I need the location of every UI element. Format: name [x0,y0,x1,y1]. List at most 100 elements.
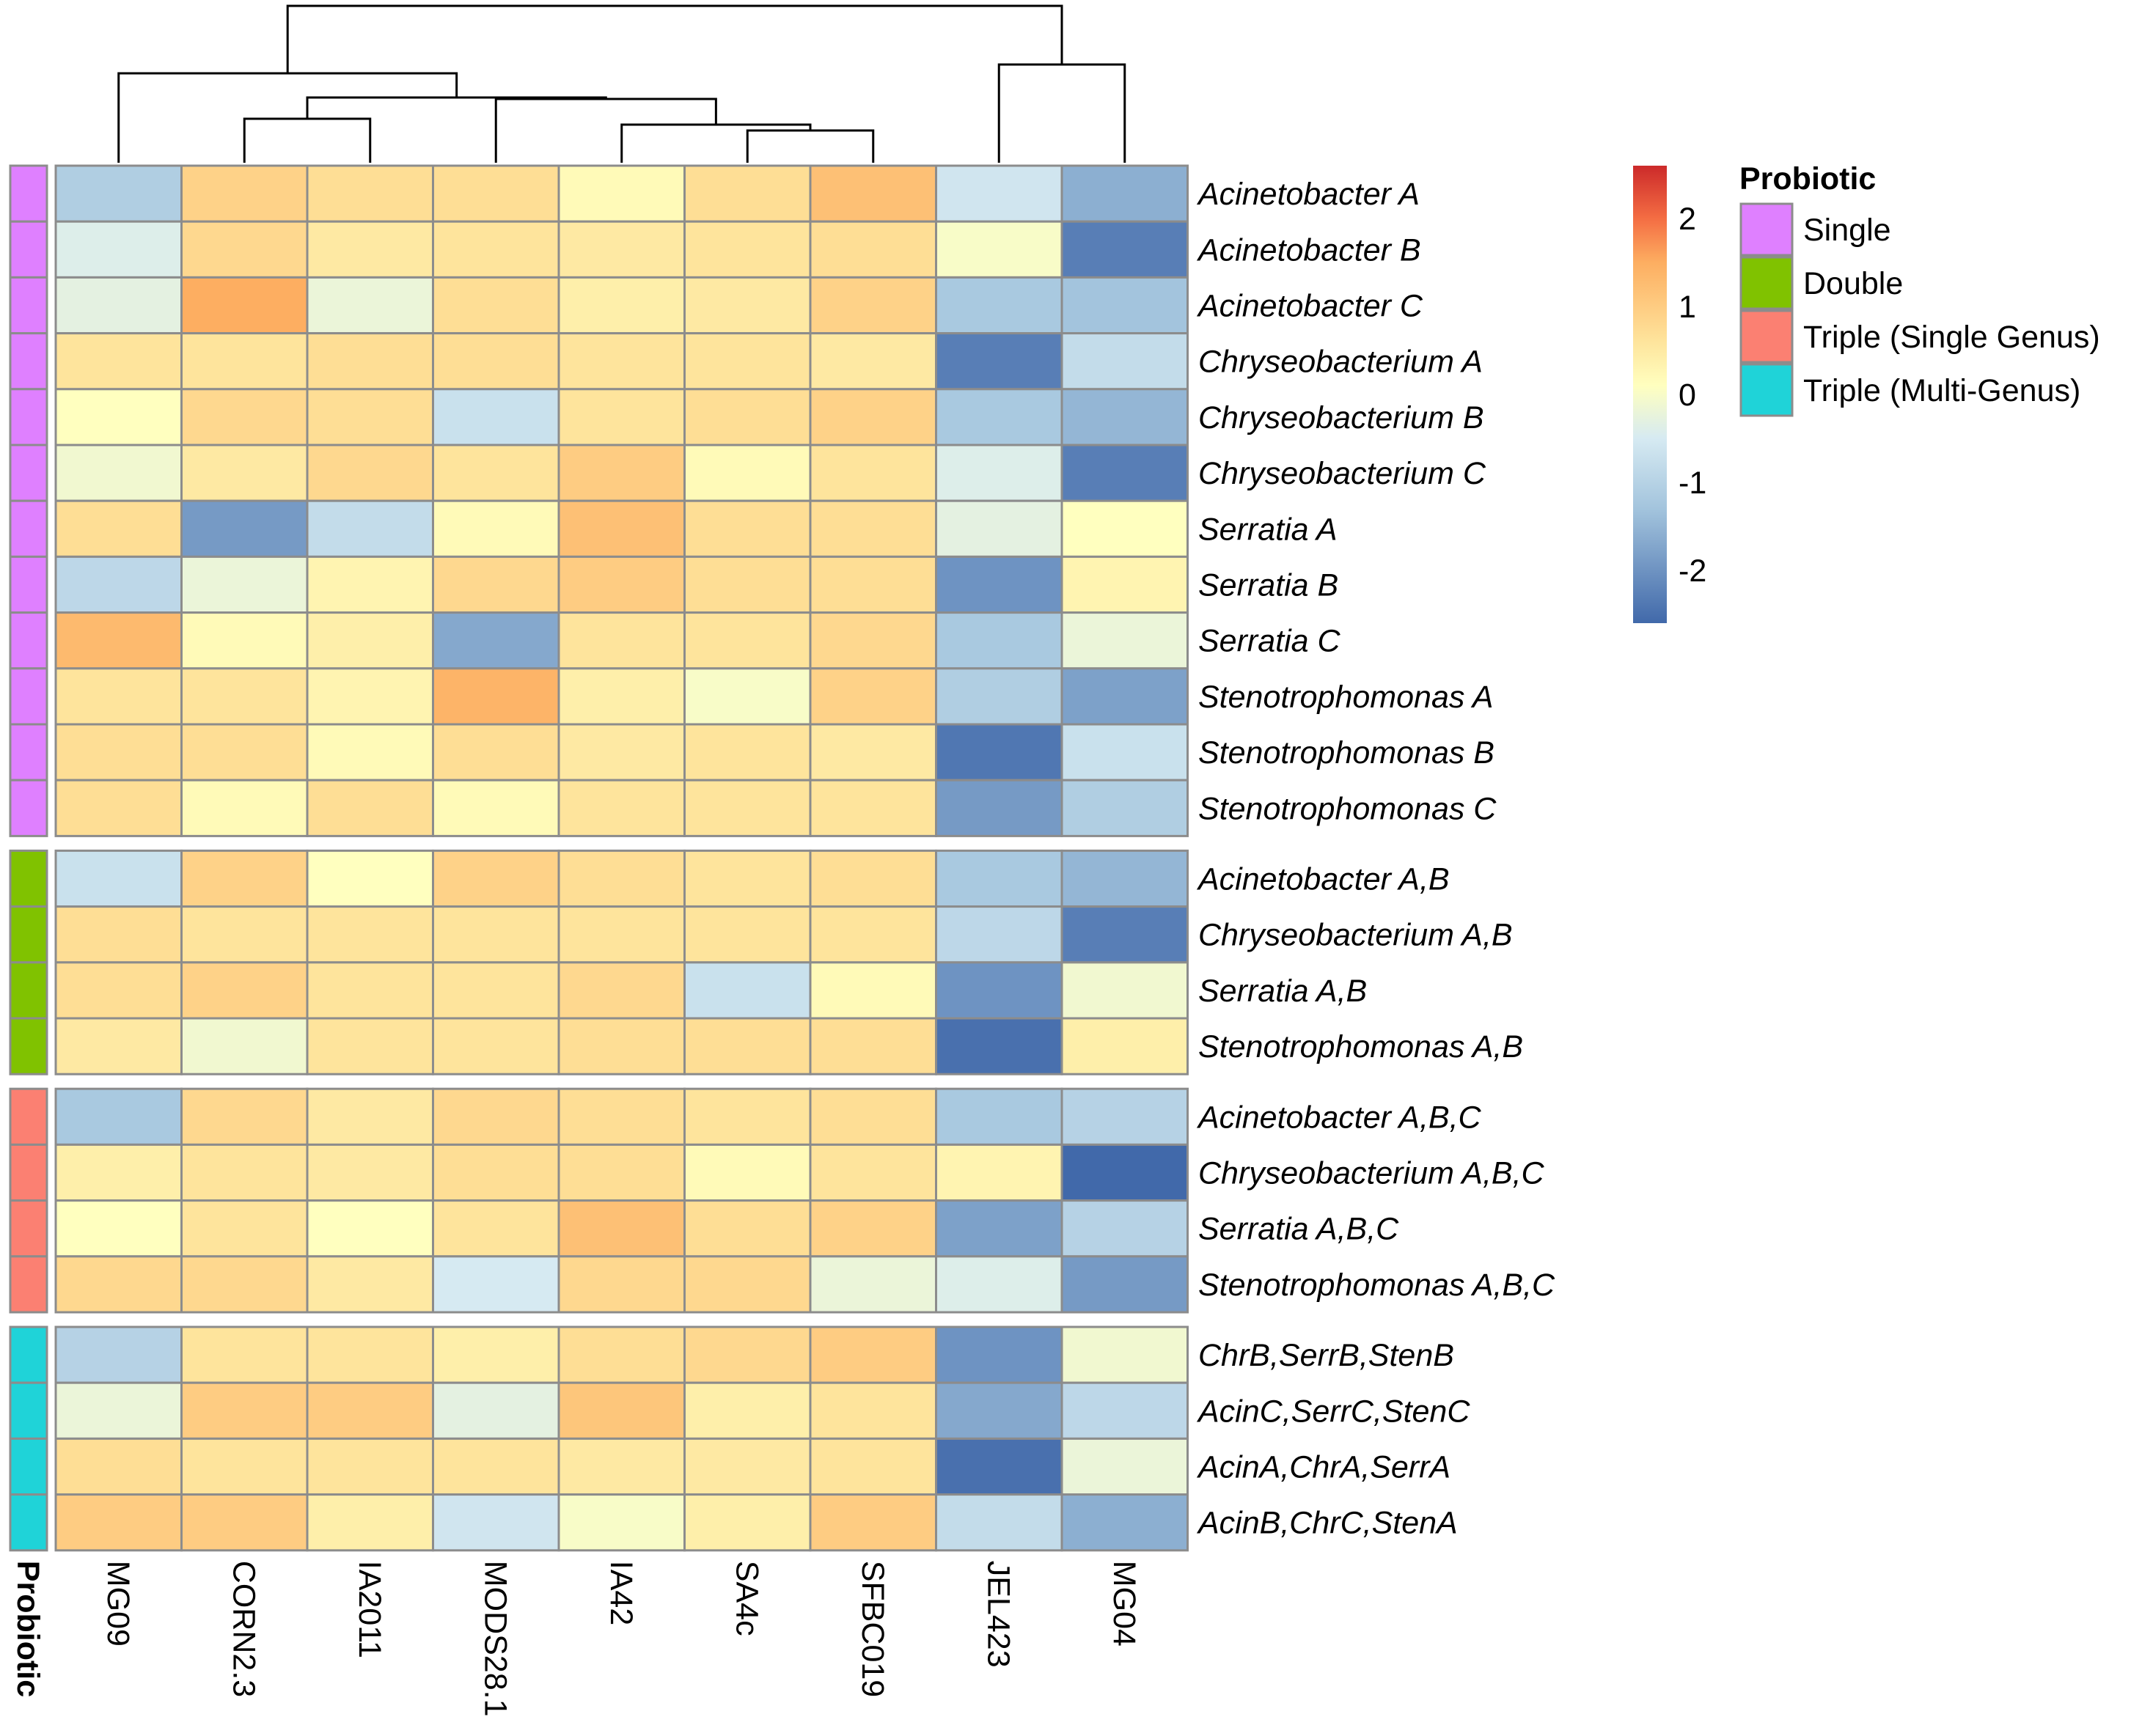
heatmap-cell [306,611,434,670]
column-label-mg09: MG09 [100,1561,136,1647]
row-label-stenotrophomonas-c: Stenotrophomonas C [1198,791,1497,826]
heatmap-cell [180,723,309,781]
heatmap-cell [809,1493,937,1552]
row-label-stenotrophomonas-b: Stenotrophomonas B [1198,735,1494,770]
row-label-acinetobacter-a-b-c: Acinetobacter A,B,C [1196,1100,1482,1135]
heatmap-cell [306,723,434,781]
heatmap-cell [809,388,937,446]
heatmap-cell [54,611,183,670]
heatmap-cell [180,1017,309,1075]
heatmap-cell [935,667,1063,726]
heatmap-cell [935,164,1063,223]
heatmap-cell [935,1493,1063,1552]
annotation-cell [9,1381,48,1440]
heatmap-cell [306,667,434,726]
heatmap-cell [306,849,434,908]
annotation-cell [9,444,48,502]
heatmap-cell [935,905,1063,964]
annotation-cell [9,1437,48,1496]
heatmap-cell [935,779,1063,837]
heatmap-cell [809,779,937,837]
heatmap-cell [180,1087,309,1146]
heatmap-cell [683,555,812,614]
row-label-chrb-serrb-stenb: ChrB,SerrB,StenB [1198,1338,1454,1373]
heatmap-cell [935,849,1063,908]
heatmap-cell [683,332,812,391]
heatmap-cell [306,1255,434,1314]
heatmap-cell [1060,1199,1189,1258]
heatmap-cell [432,388,560,446]
heatmap-cell [683,276,812,335]
heatmap-cell [935,1017,1063,1075]
legend-title: Probiotic [1739,161,1876,196]
heatmap-cell [306,444,434,502]
row-label-chryseobacterium-b: Chryseobacterium B [1198,400,1484,435]
heatmap-cell [809,1381,937,1440]
heatmap-cell [935,444,1063,502]
legend-label-triple-single-genus: Triple (Single Genus) [1803,320,2100,355]
heatmap-cell [54,1143,183,1202]
column-label-ia2011: IA2011 [352,1561,387,1658]
heatmap-cell [935,961,1063,1020]
row-label-acina-chra-serra: AcinA,ChrA,SerrA [1196,1450,1450,1485]
heatmap-cell [180,779,309,837]
heatmap-cells [54,164,1189,1552]
heatmap-cell [432,332,560,391]
row-labels: Acinetobacter A Acinetobacter B Acinetobac… [1196,177,1555,1541]
heatmap-cell [432,667,560,726]
heatmap-cell [1060,961,1189,1020]
heatmap-cell [432,611,560,670]
heatmap-cell [809,1325,937,1384]
column-label-sfbc019: SFBC019 [855,1561,890,1697]
heatmap-cell [432,164,560,223]
heatmap-cell [54,444,183,502]
legend-label-triple-multi-genus: Triple (Multi-Genus) [1803,373,2080,408]
heatmap-cell [557,1381,686,1440]
heatmap-cell [1060,499,1189,558]
legend-swatch-triple-multi-genus [1739,363,1794,417]
heatmap-cell [1060,667,1189,726]
row-label-acinetobacter-a: Acinetobacter A [1196,177,1420,212]
heatmap-cell [935,220,1063,279]
legend-swatch-double [1739,256,1794,310]
heatmap-cell [180,220,309,279]
heatmap-cell [935,1381,1063,1440]
heatmap-cell [557,723,686,781]
heatmap-cell [935,555,1063,614]
row-label-chryseobacterium-a-b: Chryseobacterium A,B [1198,918,1513,953]
color-scale-bar [1633,166,1667,623]
heatmap-cell [683,1143,812,1202]
heatmap-cell [809,1087,937,1146]
heatmap-cell [1060,1325,1189,1384]
heatmap-cell [432,1437,560,1496]
heatmap-cell [683,1255,812,1314]
legend-swatch-triple-single-genus [1739,309,1794,364]
heatmap-cell [54,276,183,335]
row-label-stenotrophomonas-a-b-c: Stenotrophomonas A,B,C [1198,1268,1555,1303]
heatmap-cell [1060,1017,1189,1075]
row-label-acinc-serrc-stenc: AcinC,SerrC,StenC [1196,1394,1470,1429]
annotation-cell [9,905,48,964]
heatmap-cell [935,1255,1063,1314]
heatmap-cell [809,555,937,614]
heatmap-cell [180,1381,309,1440]
heatmap-cell [180,667,309,726]
heatmap-cell [809,1255,937,1314]
heatmap-cell [306,1087,434,1146]
heatmap-cell [180,905,309,964]
annotation-cell [9,555,48,614]
heatmap-cell [54,723,183,781]
annotation-cell [9,1493,48,1552]
heatmap-cell [180,1437,309,1496]
annotation-cell [9,611,48,670]
heatmap-cell [809,164,937,223]
heatmap-cell [432,1143,560,1202]
heatmap-cell [683,961,812,1020]
heatmap-cell [180,1325,309,1384]
heatmap-cell [306,388,434,446]
heatmap-cell [54,1381,183,1440]
heatmap-cell [1060,779,1189,837]
heatmap-cell [683,723,812,781]
heatmap-cell [683,849,812,908]
heatmap-cell [180,164,309,223]
